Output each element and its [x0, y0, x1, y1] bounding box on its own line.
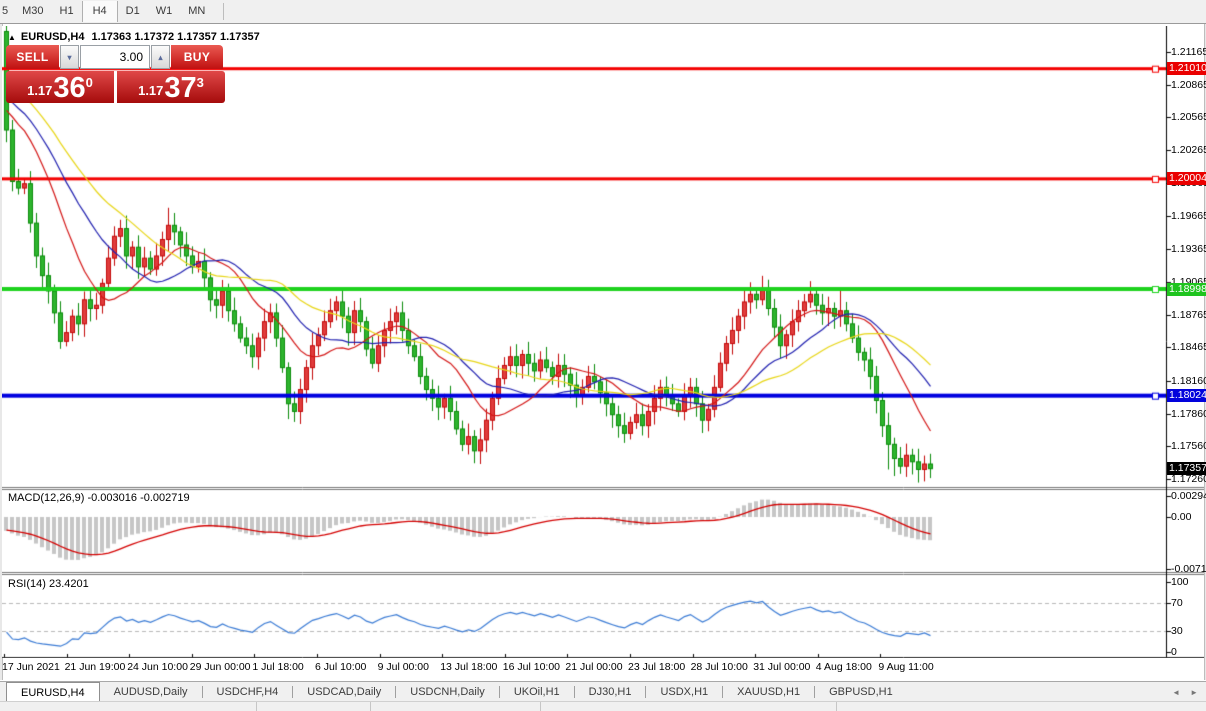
- macd-indicator-label: MACD(12,26,9) -0.003016 -0.002719: [8, 492, 190, 504]
- time-axis-label: 21 Jul 00:00: [565, 661, 623, 673]
- chart-tab-xauusd-h1[interactable]: XAUUSD,H1: [737, 686, 801, 698]
- sell-price-prefix: 1.17: [27, 83, 53, 98]
- buy-button[interactable]: BUY: [171, 45, 223, 69]
- timeframe-button-H1[interactable]: H1: [59, 5, 74, 17]
- chart-tab-bar: EURUSD,H4 AUDUSD,Daily USDCHF,H4 USDCAD,Dai…: [0, 681, 1206, 702]
- sell-price-sup: 0: [85, 75, 93, 90]
- chart-tab-usdchf-h4[interactable]: USDCHF,H4: [216, 686, 279, 698]
- price-tick-label: 1.19665: [1171, 209, 1206, 222]
- sell-price-button[interactable]: 1.17 36 0: [6, 71, 114, 103]
- time-axis-label: 17 Jun 2021: [2, 661, 60, 673]
- tab-separator: [645, 686, 647, 698]
- macd-scale-label: 0.002947: [1171, 489, 1206, 502]
- tab-scroll-left-icon[interactable]: ◄: [1172, 687, 1181, 697]
- price-tick-label: 1.18465: [1171, 341, 1206, 354]
- rsi-scale-label: 70: [1171, 597, 1183, 609]
- tab-separator: [814, 686, 816, 698]
- chart-tab-ukoil-h1[interactable]: UKOil,H1: [513, 686, 560, 698]
- time-axis-label: 6 Jul 10:00: [315, 661, 367, 673]
- price-badge-1.17357: 1.17357: [1167, 462, 1206, 476]
- sell-button[interactable]: SELL: [6, 45, 59, 69]
- volume-decrease-button[interactable]: ▾: [60, 45, 79, 69]
- price-tick-label: 1.18160: [1171, 374, 1206, 387]
- volume-input[interactable]: 3.00: [80, 45, 150, 69]
- time-axis-label: 29 Jun 00:00: [189, 661, 251, 673]
- price-tick-label: 1.20265: [1171, 144, 1206, 157]
- chart-tab-usdcnh-daily[interactable]: USDCNH,Daily: [410, 686, 485, 698]
- tab-separator: [573, 686, 575, 698]
- timeframe-toolbar: 5 M30 H1 H4 D1 W1 MN: [0, 0, 1206, 24]
- time-axis-label: 4 Aug 18:00: [815, 661, 872, 673]
- status-bar: [0, 701, 1206, 711]
- buy-price-button[interactable]: 1.17 37 3: [117, 71, 225, 103]
- chart-tab-audusd-daily[interactable]: AUDUSD,Daily: [113, 686, 188, 698]
- chart-title: ▲ EURUSD,H4 1.17363 1.17372 1.17357 1.1735…: [8, 31, 260, 43]
- timeframe-button-MN[interactable]: MN: [188, 5, 206, 17]
- price-tick-label: 1.17860: [1171, 407, 1206, 420]
- price-badge-1.21010: 1.21010: [1167, 62, 1206, 76]
- tab-separator: [292, 686, 294, 698]
- time-axis-label: 9 Aug 11:00: [878, 661, 934, 673]
- rsi-scale-label: 100: [1171, 576, 1189, 588]
- price-tick-label: 1.18765: [1171, 308, 1206, 321]
- tab-separator: [201, 686, 203, 698]
- collapse-arrow-icon[interactable]: ▲: [8, 33, 16, 42]
- time-axis-label: 16 Jul 10:00: [502, 661, 561, 673]
- tab-separator: [498, 686, 500, 698]
- timeframe-button-W1[interactable]: W1: [155, 5, 173, 17]
- chart-symbol-label: EURUSD,H4: [20, 31, 85, 43]
- time-axis-label: 21 Jun 19:00: [64, 661, 126, 673]
- timeframe-button-5[interactable]: 5: [2, 5, 9, 17]
- time-axis-label: 13 Jul 18:00: [440, 661, 498, 673]
- rsi-scale-label: 0: [1171, 646, 1177, 658]
- window-border-right: [1204, 24, 1206, 680]
- tab-separator: [395, 686, 397, 698]
- one-click-trade-panel: SELL ▾ 3.00 ▴ BUY 1.17 36 0 1.17 37 3: [6, 45, 225, 103]
- price-tick-label: 1.20865: [1171, 78, 1206, 91]
- time-axis-label: 28 Jul 10:00: [690, 661, 748, 673]
- timeframe-button-M30[interactable]: M30: [22, 5, 44, 17]
- chart-tab-usdx-h1[interactable]: USDX,H1: [660, 686, 709, 698]
- tab-separator: [722, 686, 724, 698]
- chart-tab-gbpusd-h1[interactable]: GBPUSD,H1: [829, 686, 893, 698]
- price-badge-1.20004: 1.20004: [1167, 172, 1206, 186]
- time-axis-label: 24 Jun 10:00: [127, 661, 188, 673]
- time-axis-label: 31 Jul 00:00: [753, 661, 811, 673]
- price-badge-1.18024: 1.18024: [1167, 389, 1206, 403]
- macd-scale-label: -0.00715: [1171, 562, 1206, 575]
- timeframe-button-H4[interactable]: H4: [81, 1, 118, 22]
- macd-scale-label: 0.00: [1171, 511, 1192, 523]
- buy-price-prefix: 1.17: [138, 83, 164, 98]
- buy-price-big: 37: [164, 72, 197, 104]
- tab-scroll-right-icon[interactable]: ►: [1190, 687, 1198, 697]
- price-tick-label: 1.20565: [1171, 111, 1206, 124]
- sell-price-big: 36: [53, 72, 86, 104]
- time-axis-label: 9 Jul 00:00: [377, 661, 429, 673]
- chart-ohlc-values: 1.17363 1.17372 1.17357 1.17357: [91, 31, 260, 43]
- volume-increase-button[interactable]: ▴: [151, 45, 170, 69]
- rsi-indicator-label: RSI(14) 23.4201: [8, 578, 89, 590]
- chart-tab-dj30-h1[interactable]: DJ30,H1: [588, 686, 632, 698]
- chart-canvas[interactable]: [2, 26, 1204, 658]
- chart-tab-eurusd-h4[interactable]: EURUSD,H4: [6, 682, 100, 702]
- buy-price-sup: 3: [196, 75, 204, 90]
- time-axis-label: 1 Jul 18:00: [252, 661, 304, 673]
- toolbar-separator: [223, 3, 225, 20]
- chart-tab-usdcad-daily[interactable]: USDCAD,Daily: [307, 686, 382, 698]
- price-tick-label: 1.17560: [1171, 440, 1206, 453]
- time-axis-label: 23 Jul 18:00: [628, 661, 686, 673]
- price-badge-1.18998: 1.18998: [1167, 282, 1206, 296]
- timeframe-button-D1[interactable]: D1: [125, 5, 140, 17]
- price-tick-label: 1.21165: [1171, 45, 1206, 58]
- price-tick-label: 1.17260: [1171, 473, 1206, 486]
- price-tick-label: 1.19365: [1171, 242, 1206, 255]
- rsi-scale-label: 30: [1171, 625, 1183, 637]
